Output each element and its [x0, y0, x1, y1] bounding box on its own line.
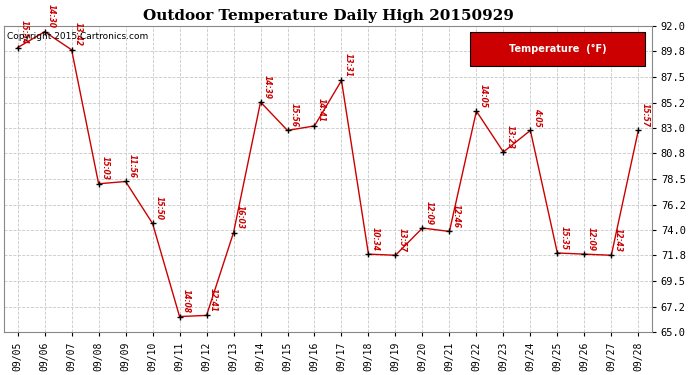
Text: 15:03: 15:03	[101, 156, 110, 180]
Text: 14:05: 14:05	[479, 84, 488, 108]
Title: Outdoor Temperature Daily High 20150929: Outdoor Temperature Daily High 20150929	[143, 9, 513, 24]
Text: 14:08: 14:08	[181, 289, 190, 313]
Text: 13:57: 13:57	[397, 228, 406, 252]
Text: 16:03: 16:03	[236, 205, 245, 229]
Text: 12:41: 12:41	[208, 288, 218, 312]
Text: 14:39: 14:39	[263, 75, 272, 99]
Text: 14:41: 14:41	[317, 99, 326, 123]
Text: 13:23: 13:23	[506, 124, 515, 148]
Text: 13:42: 13:42	[74, 22, 83, 46]
Text: 13:31: 13:31	[344, 53, 353, 77]
Text: 15:54: 15:54	[20, 20, 29, 44]
Text: 15:35: 15:35	[560, 226, 569, 250]
Text: 15:50: 15:50	[155, 196, 164, 220]
Text: 4:05: 4:05	[533, 108, 542, 127]
Text: 14:30: 14:30	[47, 4, 56, 28]
Text: Copyright 2015 Cartronics.com: Copyright 2015 Cartronics.com	[8, 32, 148, 41]
Text: 12:09: 12:09	[424, 201, 433, 225]
FancyBboxPatch shape	[471, 32, 645, 66]
Text: 10:34: 10:34	[371, 227, 380, 251]
Text: Temperature  (°F): Temperature (°F)	[509, 44, 607, 54]
Text: 11:56: 11:56	[128, 154, 137, 178]
Text: 12:43: 12:43	[613, 228, 622, 252]
Text: 15:56: 15:56	[290, 103, 299, 127]
Text: 15:57: 15:57	[640, 103, 649, 127]
Text: 12:09: 12:09	[586, 227, 595, 251]
Text: 12:46: 12:46	[451, 204, 461, 228]
